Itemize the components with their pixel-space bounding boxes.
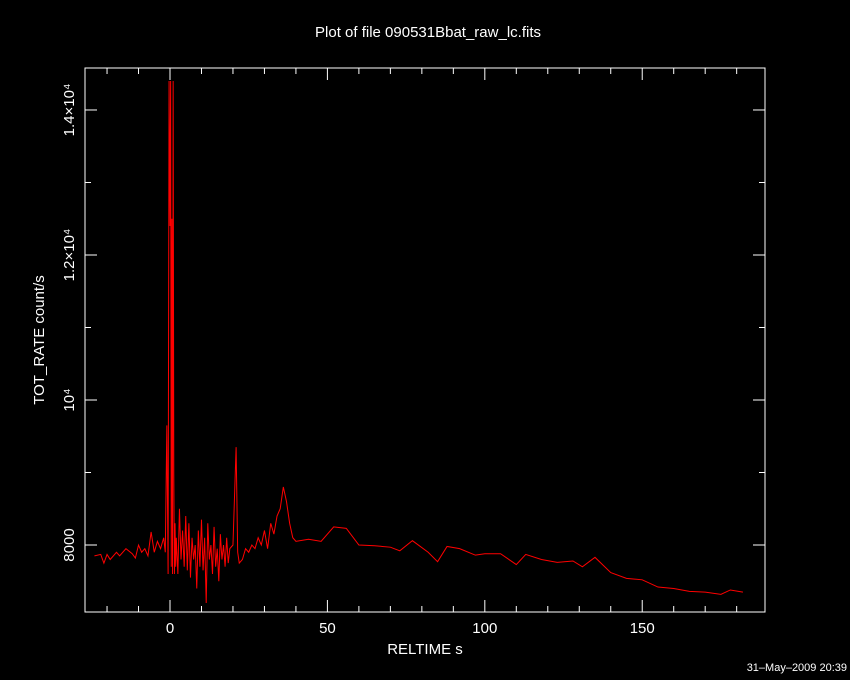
x-tick-label: 100 [472, 620, 497, 637]
y-axis-label: TOT_RATE count/s [31, 275, 48, 405]
plot-frame [84, 67, 766, 613]
y-tick-label: 10⁴ [61, 388, 78, 411]
x-tick-label: 50 [319, 620, 336, 637]
data-line [94, 80, 744, 604]
y-tick-label: 1.4×10⁴ [61, 84, 78, 137]
chart-title: Plot of file 090531Bbat_raw_lc.fits [315, 24, 541, 41]
timestamp: 31–May–2009 20:39 [747, 662, 847, 674]
x-tick-label: 150 [630, 620, 655, 637]
x-tick-label: 0 [166, 620, 174, 637]
y-tick-label: 1.2×10⁴ [61, 229, 78, 282]
x-axis-label: RELTIME s [387, 641, 463, 658]
y-tick-label: 8000 [61, 528, 78, 561]
